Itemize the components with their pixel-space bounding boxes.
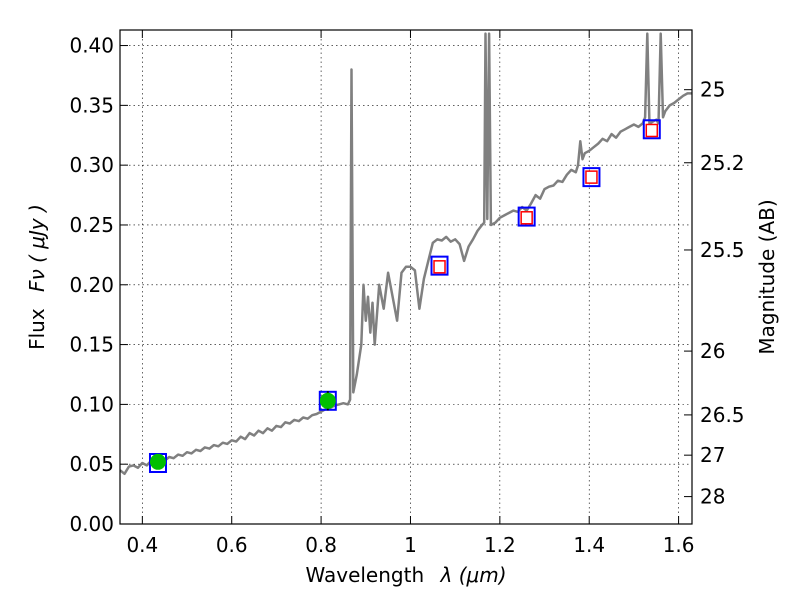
model-photometry-box [517, 206, 536, 227]
x-axis-title-symbol: λ (μm) [440, 563, 507, 587]
right-tick-label: 25 [700, 78, 725, 102]
model-photometry-box [642, 119, 661, 140]
y-tick-label: 0.05 [69, 452, 114, 476]
y-axis-title-symbol: Fν ( μJy ) [25, 204, 49, 292]
y-tick-label: 0.40 [69, 34, 114, 58]
x-axis-title: Wavelength λ (μm) [305, 563, 506, 587]
model-photometry-box [582, 167, 601, 188]
right-tick-label: 25.5 [700, 238, 745, 262]
photometry-markers [148, 119, 661, 473]
upper-limit-box [645, 123, 659, 138]
model-photometry-box [430, 255, 449, 276]
right-tick-label: 28 [700, 485, 725, 509]
y-tick-label: 0.35 [69, 93, 114, 117]
y-tick-label: 0.10 [69, 392, 114, 416]
plot-area [120, 32, 692, 476]
right-tick-label: 26.5 [700, 403, 745, 427]
y-tick-label: 0.30 [69, 153, 114, 177]
y-axis-title-prefix: Flux [25, 308, 49, 350]
x-tick-label: 1.6 [663, 533, 695, 557]
spectrum-line [120, 32, 692, 476]
right-axis: 25 25.2 25.5 26 26.5 27 28 [684, 78, 745, 509]
right-axis-title: Magnitude (AB) [755, 199, 779, 354]
y-tick-label: 0.25 [69, 213, 114, 237]
x-tick-label: 1 [404, 533, 417, 557]
x-axis: 0.4 0.6 0.8 1 1.2 1.4 1.6 [126, 30, 695, 557]
x-tick-label: 0.8 [305, 533, 337, 557]
y-tick-label: 0.00 [69, 512, 114, 536]
right-tick-label: 25.2 [700, 151, 745, 175]
upper-limit-box [520, 211, 533, 225]
x-axis-title-prefix: Wavelength [305, 563, 424, 587]
y-tick-label: 0.15 [69, 333, 114, 357]
x-tick-label: 1.2 [484, 533, 516, 557]
y-tick-label: 0.20 [69, 273, 114, 297]
x-tick-label: 0.6 [216, 533, 248, 557]
detection-point [149, 453, 166, 470]
plot-frame [119, 29, 693, 525]
x-tick-label: 0.4 [126, 533, 158, 557]
upper-limit-box [585, 170, 598, 184]
detection-point [319, 392, 336, 409]
right-tick-label: 27 [700, 443, 725, 467]
x-tick-label: 1.4 [573, 533, 605, 557]
y-axis-title: Flux Fν ( μJy ) [25, 204, 49, 350]
y-axis: 0.00 0.05 0.10 0.15 0.20 0.25 0.30 0.35 0.40 [69, 34, 128, 536]
upper-limit-box [433, 260, 446, 274]
right-tick-label: 26 [700, 339, 725, 363]
